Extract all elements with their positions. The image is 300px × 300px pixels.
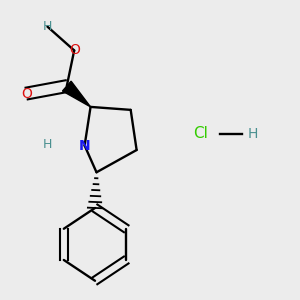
Text: N: N — [79, 139, 90, 152]
Text: H: H — [43, 138, 52, 151]
Text: H: H — [43, 20, 52, 33]
Polygon shape — [62, 81, 91, 107]
Text: O: O — [21, 86, 32, 100]
Text: O: O — [69, 44, 80, 57]
Text: Cl: Cl — [193, 126, 208, 141]
Text: H: H — [248, 127, 258, 141]
